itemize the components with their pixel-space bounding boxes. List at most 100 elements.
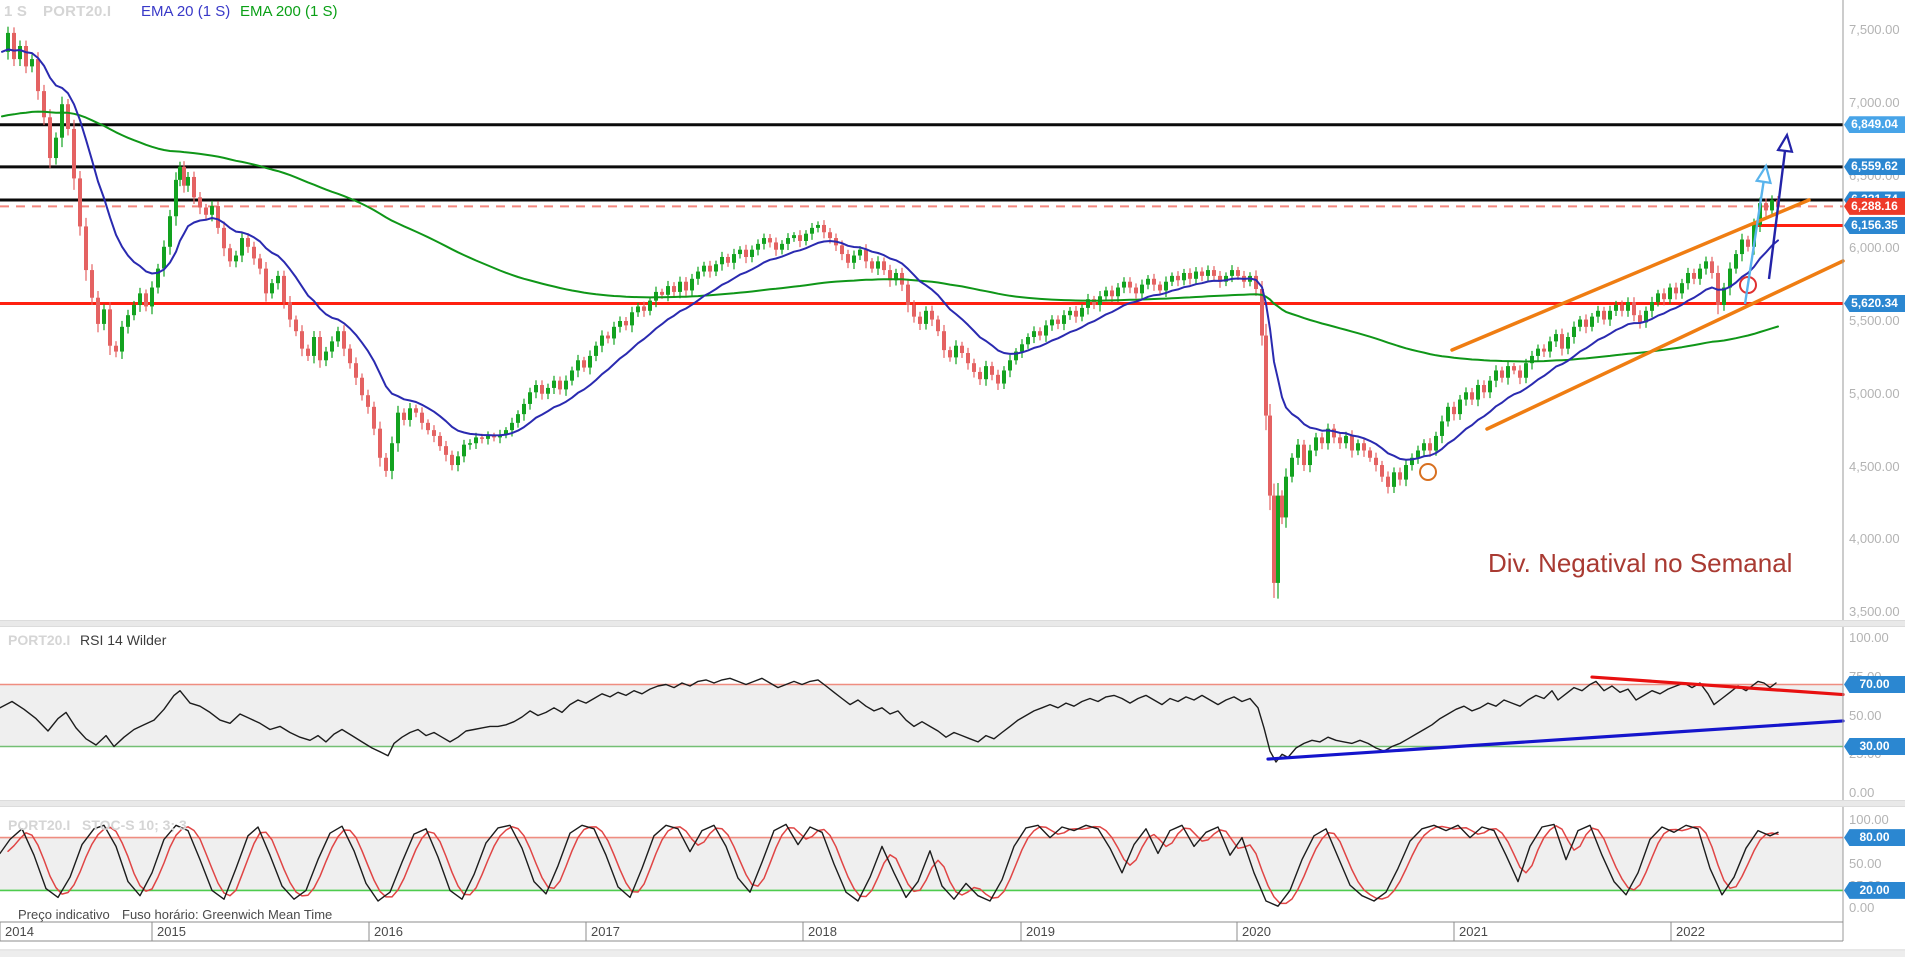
stoch-panel-symbol[interactable]: PORT20.I (8, 817, 71, 833)
candle-body (246, 238, 250, 247)
price-tick-7500: 7,500.00 (1849, 22, 1900, 37)
candle-body (954, 345, 958, 358)
candle-body (714, 264, 718, 272)
price-type-label: Preço indicativo (18, 907, 110, 922)
candle-body (1524, 363, 1528, 378)
candle-body (282, 275, 286, 303)
target-arrow-6849[interactable] (1767, 150, 1787, 280)
panel-separator[interactable] (0, 620, 1905, 627)
ema200-legend[interactable]: EMA 200 (1 S) (240, 3, 338, 20)
candle-body (150, 287, 154, 307)
divergence-circle[interactable] (1419, 463, 1437, 481)
candle-body (228, 248, 232, 262)
candle-body (1170, 275, 1174, 282)
candle-body (1644, 310, 1648, 323)
candle-body (978, 371, 982, 380)
candle-body (1374, 457, 1378, 466)
candle-body (1236, 270, 1240, 276)
ema200-line[interactable] (1, 110, 1779, 363)
candle-body (684, 281, 688, 291)
year-label-2022[interactable]: 2022 (1676, 924, 1705, 939)
target-arrow-6559-head[interactable] (1754, 163, 1773, 185)
candle-body (1074, 310, 1078, 317)
candle-body (708, 265, 712, 272)
year-label-2019[interactable]: 2019 (1026, 924, 1055, 939)
candle-body (1440, 421, 1444, 436)
candle-body (1770, 200, 1774, 211)
orange-trendline-1[interactable] (1450, 198, 1811, 352)
candle-body (678, 281, 682, 292)
rsi-trendline-red[interactable] (1590, 675, 1845, 697)
candle-body (456, 456, 460, 466)
candle-body (942, 331, 946, 351)
candle-body (1476, 385, 1480, 400)
candle-body (1068, 310, 1072, 316)
candle-body (1182, 272, 1186, 281)
candle-body (1362, 443, 1366, 451)
candle-body (1434, 435, 1438, 451)
ema20-legend[interactable]: EMA 20 (1 S) (141, 3, 231, 20)
candle-body (1134, 287, 1138, 294)
candle-body (1026, 337, 1030, 345)
candle-body (1446, 406, 1450, 422)
candle-body (156, 268, 160, 288)
target-arrow-6849-head[interactable] (1776, 132, 1794, 154)
symbol-label[interactable]: PORT20.I (43, 3, 112, 20)
ema20-line[interactable] (1, 48, 1779, 461)
candle-body (1584, 319, 1588, 327)
candle-body (1224, 275, 1228, 282)
year-label-2020[interactable]: 2020 (1242, 924, 1271, 939)
candle-body (1254, 275, 1258, 289)
target-arrow-6559[interactable] (1743, 181, 1765, 305)
candle-body (222, 227, 226, 249)
stoch-band (0, 837, 1843, 891)
rsi-trendline-blue[interactable] (1266, 719, 1845, 761)
year-label-2016[interactable]: 2016 (374, 924, 403, 939)
candle-body (1704, 261, 1708, 269)
year-label-2018[interactable]: 2018 (808, 924, 837, 939)
candle-body (1494, 370, 1498, 381)
year-label-2015[interactable]: 2015 (157, 924, 186, 939)
candle-body (1518, 370, 1522, 378)
rsi-panel-title[interactable]: RSI 14 Wilder (80, 632, 167, 648)
panel-separator[interactable] (0, 800, 1905, 807)
candle-body (1650, 302, 1654, 311)
rsi-panel-symbol[interactable]: PORT20.I (8, 632, 71, 648)
stoch-panel-title[interactable]: STOC-S 10; 3; 3 (82, 817, 187, 833)
rsi-tick-100: 100.00 (1849, 630, 1889, 645)
candle-body (126, 315, 130, 327)
candle-body (108, 309, 112, 346)
year-label-2021[interactable]: 2021 (1459, 924, 1488, 939)
stoch-tag-80.00: 80.00 (1844, 829, 1905, 847)
candle-body (240, 238, 244, 256)
candle-body (1188, 272, 1192, 279)
candle-body (420, 412, 424, 423)
candle-body (66, 104, 70, 129)
year-label-2014[interactable]: 2014 (5, 924, 34, 939)
candle-body (216, 206, 220, 228)
candle-body (1152, 278, 1156, 285)
price-tick-5000: 5,000.00 (1849, 385, 1900, 401)
candle-body (618, 321, 622, 327)
candle-body (1470, 392, 1474, 400)
candle-body (1458, 399, 1462, 415)
candle-body (1146, 278, 1150, 285)
rsi-tick-50: 50.00 (1849, 707, 1882, 723)
candle-body (798, 235, 802, 241)
candle-body (996, 374, 1000, 384)
candle-body (564, 380, 568, 390)
candle-body (444, 446, 448, 455)
candle-body (666, 286, 670, 295)
candle-body (1578, 319, 1582, 327)
orange-trendline-2[interactable] (1485, 259, 1845, 431)
year-label-2017[interactable]: 2017 (591, 924, 620, 939)
candle-body (198, 197, 202, 208)
candle-body (1290, 457, 1294, 477)
timeframe-label[interactable]: 1 S (4, 3, 28, 20)
candle-body (1368, 450, 1372, 458)
candle-body (600, 335, 604, 346)
candle-body (1314, 437, 1318, 451)
divergence-note[interactable]: Div. Negatival no Semanal (1488, 548, 1793, 578)
